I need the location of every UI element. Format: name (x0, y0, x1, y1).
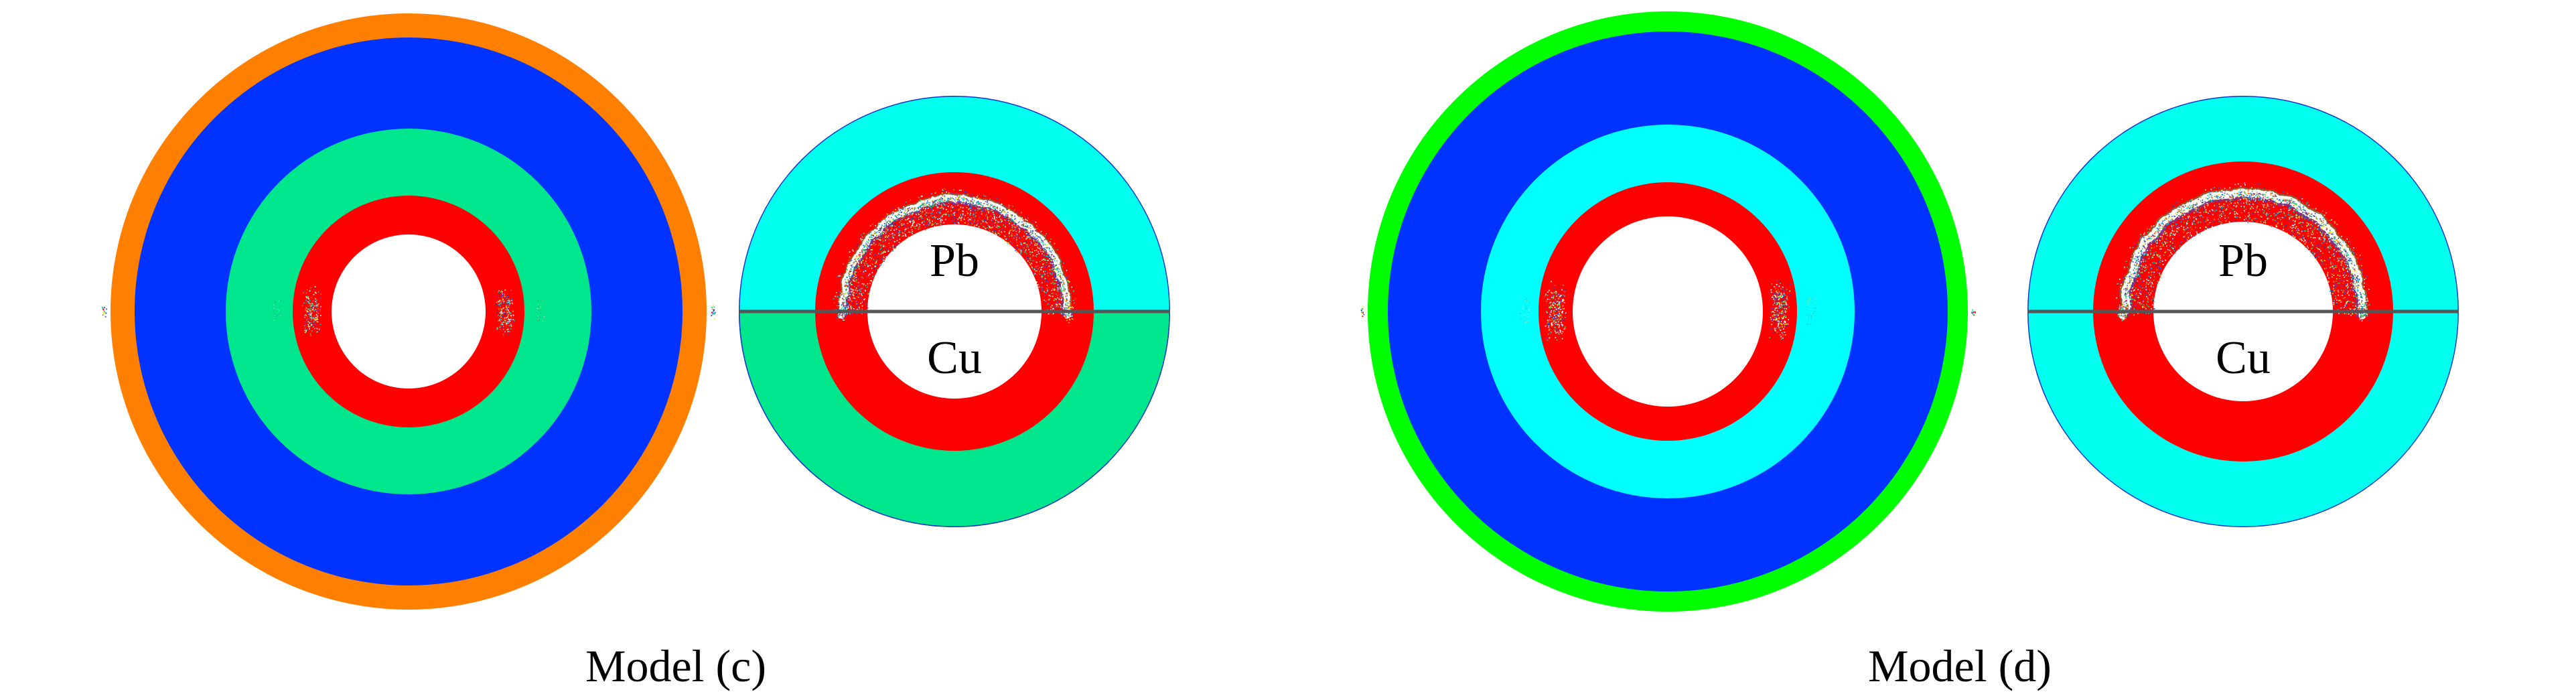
svg-text:Cu: Cu (2216, 332, 2271, 384)
svg-text:Pb: Pb (930, 235, 979, 287)
svg-text:Cu: Cu (927, 332, 982, 384)
svg-text:Pb: Pb (2218, 235, 2268, 287)
svg-text:Model (d): Model (d) (1868, 640, 2052, 691)
svg-text:Model (c): Model (c) (585, 640, 766, 691)
